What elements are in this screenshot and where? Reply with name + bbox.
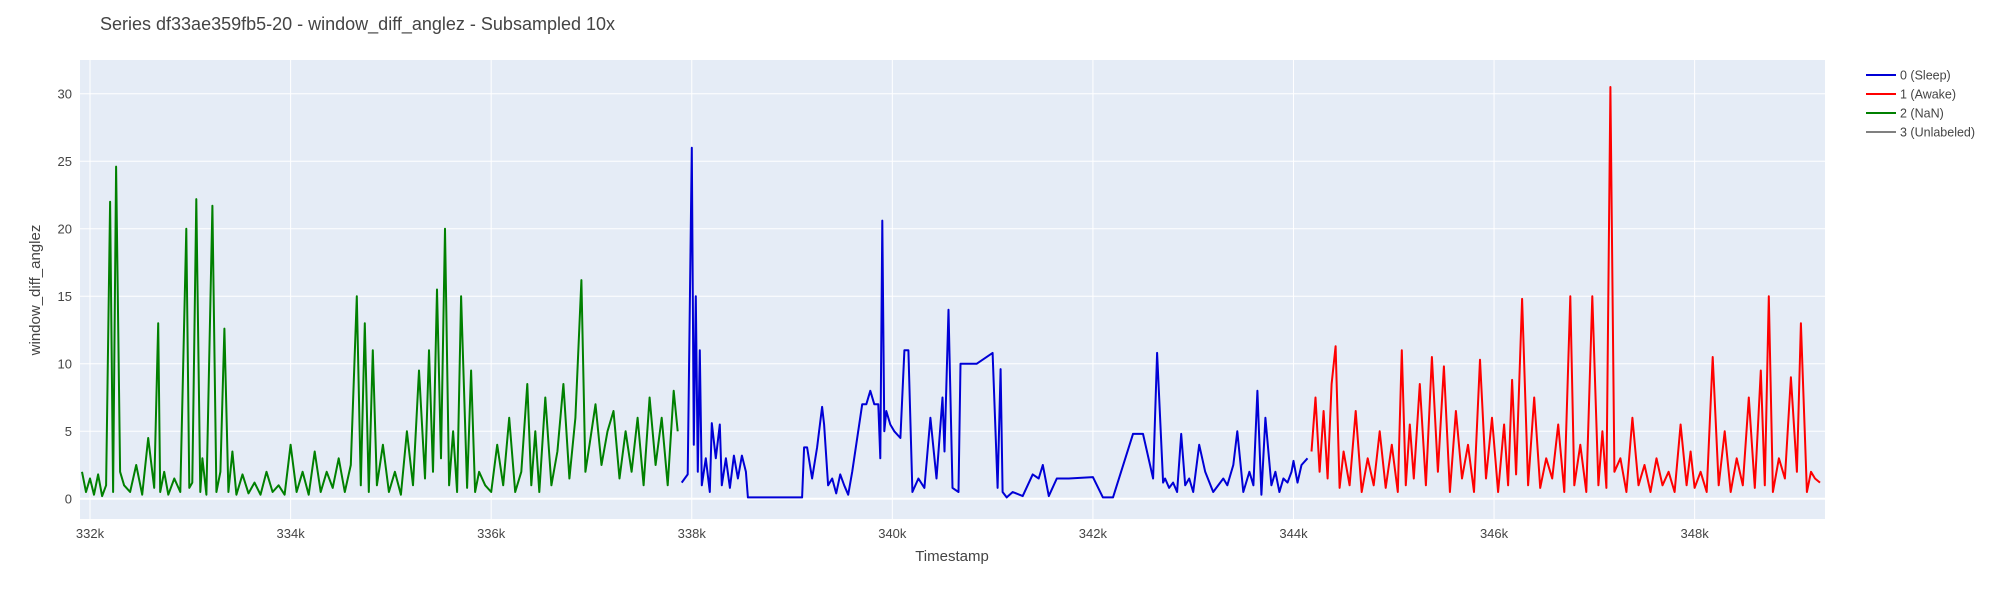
- x-tick-label: 334k: [277, 526, 306, 541]
- chart-title: Series df33ae359fb5-20 - window_diff_ang…: [100, 14, 615, 35]
- legend-label: 0 (Sleep): [1900, 69, 1951, 83]
- y-tick-label: 10: [58, 356, 72, 371]
- legend[interactable]: 0 (Sleep) 1 (Awake) 2 (NaN) 3 (Unlabeled): [1866, 69, 1975, 140]
- x-tick-label: 344k: [1279, 526, 1308, 541]
- y-tick-labels: 0 5 10 15 20 25 30: [58, 86, 72, 506]
- legend-item[interactable]: 2 (NaN): [1866, 107, 1944, 121]
- x-axis-title: Timestamp: [915, 548, 989, 565]
- y-tick-label: 30: [58, 86, 72, 101]
- legend-item[interactable]: 1 (Awake): [1866, 88, 1956, 102]
- y-tick-label: 25: [58, 154, 72, 169]
- legend-item[interactable]: 3 (Unlabeled): [1866, 126, 1975, 140]
- series-layer: [81, 86, 1821, 499]
- y-tick-label: 5: [65, 424, 72, 439]
- x-tick-label: 338k: [678, 526, 707, 541]
- x-tick-label: 348k: [1681, 526, 1710, 541]
- series-line-2: [81, 165, 679, 498]
- legend-label: 1 (Awake): [1900, 88, 1956, 102]
- series-line-1: [1310, 86, 1821, 493]
- legend-item[interactable]: 0 (Sleep): [1866, 69, 1951, 83]
- x-tick-label: 332k: [76, 526, 105, 541]
- series-line-0: [680, 146, 1309, 499]
- x-tick-labels: 332k 334k 336k 338k 340k 342k 344k 346k 348k: [76, 526, 1709, 541]
- x-tick-label: 336k: [477, 526, 506, 541]
- x-tick-label: 342k: [1079, 526, 1108, 541]
- y-axis-title: window_diff_anglez: [27, 225, 44, 357]
- legend-label: 3 (Unlabeled): [1900, 126, 1975, 140]
- y-tick-label: 0: [65, 491, 72, 506]
- legend-label: 2 (NaN): [1900, 107, 1944, 121]
- x-tick-label: 346k: [1480, 526, 1509, 541]
- y-tick-label: 15: [58, 289, 72, 304]
- y-tick-label: 20: [58, 221, 72, 236]
- x-tick-label: 340k: [878, 526, 907, 541]
